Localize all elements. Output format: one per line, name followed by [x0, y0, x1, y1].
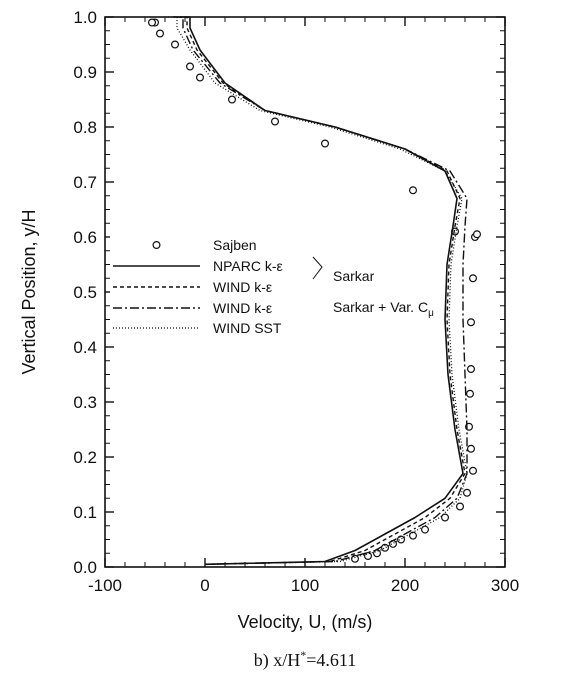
y-tick-label: 0.5 — [73, 283, 97, 302]
legend-entry-label: WIND k-ε — [213, 300, 272, 316]
y-tick-label: 0.9 — [73, 63, 97, 82]
sajben-data-point — [469, 274, 478, 283]
sajben-data-point — [156, 29, 165, 38]
y-axis-title: Vertical Position, y/H — [19, 209, 39, 374]
sajben-data-point — [466, 389, 475, 398]
caption-sup: * — [300, 648, 306, 662]
y-tick-label: 0.3 — [73, 393, 97, 412]
series-line-3-dashdot — [173, 16, 468, 565]
y-tick-label: 0.2 — [73, 448, 97, 467]
legend-marker-sajben — [152, 241, 161, 250]
x-tick-label: 100 — [291, 576, 319, 595]
sajben-data-point — [271, 117, 280, 126]
legend-group-label-var-cmu: Sarkar + Var. Cμ — [333, 299, 434, 319]
x-tick-label: 300 — [491, 576, 519, 595]
x-tick-label: -100 — [88, 576, 122, 595]
sajben-data-point — [467, 444, 476, 453]
y-tick-label: 0.6 — [73, 228, 97, 247]
sajben-data-point — [148, 18, 157, 27]
y-tick-label: 0.4 — [73, 338, 97, 357]
series-line-4-dotted — [167, 16, 468, 565]
x-axis-title: Velocity, U, (m/s) — [238, 612, 373, 632]
y-tick-label: 1.0 — [73, 8, 97, 27]
y-tick-label: 0.7 — [73, 173, 97, 192]
sajben-data-point — [409, 531, 418, 540]
series-line-1-solid — [180, 16, 464, 566]
legend-group-label-main: Sarkar + Var. C — [333, 299, 428, 315]
sajben-data-point — [467, 365, 476, 374]
legend-group-label-sarkar: Sarkar — [333, 268, 375, 284]
sajben-data-point — [467, 318, 476, 327]
sajben-data-point — [456, 502, 465, 511]
sajben-data-point — [171, 40, 180, 49]
sajben-data-point — [228, 95, 237, 104]
sajben-data-point — [421, 525, 430, 534]
figure-caption: b) x/H*=4.611 — [254, 648, 356, 671]
sajben-data-point — [409, 186, 418, 195]
sajben-data-point — [186, 62, 195, 71]
sajben-data-point — [397, 535, 406, 544]
sajben-data-point — [441, 513, 450, 522]
caption-prefix: b) x/H — [254, 650, 301, 671]
y-tick-label: 0.1 — [73, 503, 97, 522]
sajben-data-point — [469, 466, 478, 475]
sajben-data-point — [196, 73, 205, 82]
series-line-2-dashed — [177, 16, 466, 565]
y-tick-label: 0.8 — [73, 118, 97, 137]
legend-entry-label: Sajben — [213, 237, 257, 253]
sajben-data-point — [473, 230, 482, 239]
legend-group-bracket — [312, 256, 323, 280]
legend-entry-label: WIND SST — [213, 320, 282, 336]
sajben-data-point — [463, 488, 472, 497]
caption-suffix: =4.611 — [306, 650, 356, 670]
x-tick-label: 200 — [391, 576, 419, 595]
legend-entry-label: NPARC k-ε — [213, 258, 283, 274]
sajben-data-point — [321, 139, 330, 148]
legend-group-label-sub: μ — [428, 308, 434, 319]
y-tick-label: 0.0 — [73, 558, 97, 577]
x-tick-label: 0 — [200, 576, 209, 595]
legend-entry-label: WIND k-ε — [213, 279, 272, 295]
